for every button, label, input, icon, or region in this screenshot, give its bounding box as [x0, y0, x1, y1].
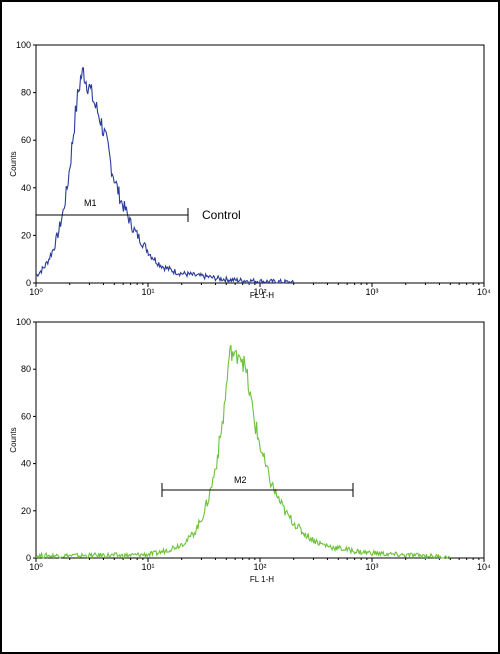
y-tick-label: 100 [16, 317, 31, 327]
y-tick-label: 100 [16, 40, 31, 50]
x-axis-label-bottom: FL 1-H [250, 575, 274, 584]
y-tick-label: 40 [21, 459, 31, 469]
x-tick-label: 10¹ [141, 287, 154, 297]
y-tick-label: 80 [21, 364, 31, 374]
histogram-line-control [35, 67, 295, 285]
axis-ticks-bottom: 0 20 40 60 80 100 10⁰ 10¹ 10² 10³ 10⁴ [16, 317, 491, 572]
y-tick-label: 20 [21, 506, 31, 516]
control-label: Control [202, 208, 241, 222]
x-tick-label: 10² [253, 562, 266, 572]
histogram-line-sample [35, 344, 451, 560]
x-tick-label: 10⁴ [477, 562, 491, 572]
gate-marker-m2: M2 [161, 475, 354, 497]
gate-label-m1: M1 [84, 198, 97, 208]
plot-area-top [35, 44, 485, 284]
histogram-panel-control: Counts FL 1-H 0 20 40 60 80 100 10⁰ 10¹ 10² 10³ 10… [9, 40, 491, 300]
plot-area-bottom [35, 321, 485, 559]
y-axis-label-top: Counts [9, 151, 18, 176]
x-tick-label: 10⁴ [477, 287, 491, 297]
y-tick-label: 40 [21, 183, 31, 193]
x-tick-label: 10⁰ [29, 562, 43, 572]
y-tick-label: 0 [26, 278, 31, 288]
x-tick-label: 10³ [365, 287, 378, 297]
x-tick-label: 10³ [365, 562, 378, 572]
axis-ticks-top: 0 20 40 60 80 100 10⁰ 10¹ 10² 10³ 10⁴ [16, 40, 491, 297]
gate-label-m2: M2 [234, 475, 247, 485]
y-tick-label: 0 [26, 553, 31, 563]
y-tick-label: 60 [21, 411, 31, 421]
histogram-panel-sample: Counts FL 1-H 0 20 40 60 80 100 10⁰ 10¹ 10² 10³ 10… [9, 317, 491, 584]
y-tick-label: 80 [21, 88, 31, 98]
x-tick-label: 10¹ [141, 562, 154, 572]
y-axis-label-bottom: Counts [9, 427, 18, 452]
y-tick-label: 60 [21, 135, 31, 145]
y-tick-label: 20 [21, 230, 31, 240]
x-tick-label: 10² [253, 287, 266, 297]
x-axis-label-top: FL 1-H [250, 291, 274, 300]
x-tick-label: 10⁰ [29, 287, 43, 297]
gate-marker-m1: M1 [36, 198, 189, 222]
